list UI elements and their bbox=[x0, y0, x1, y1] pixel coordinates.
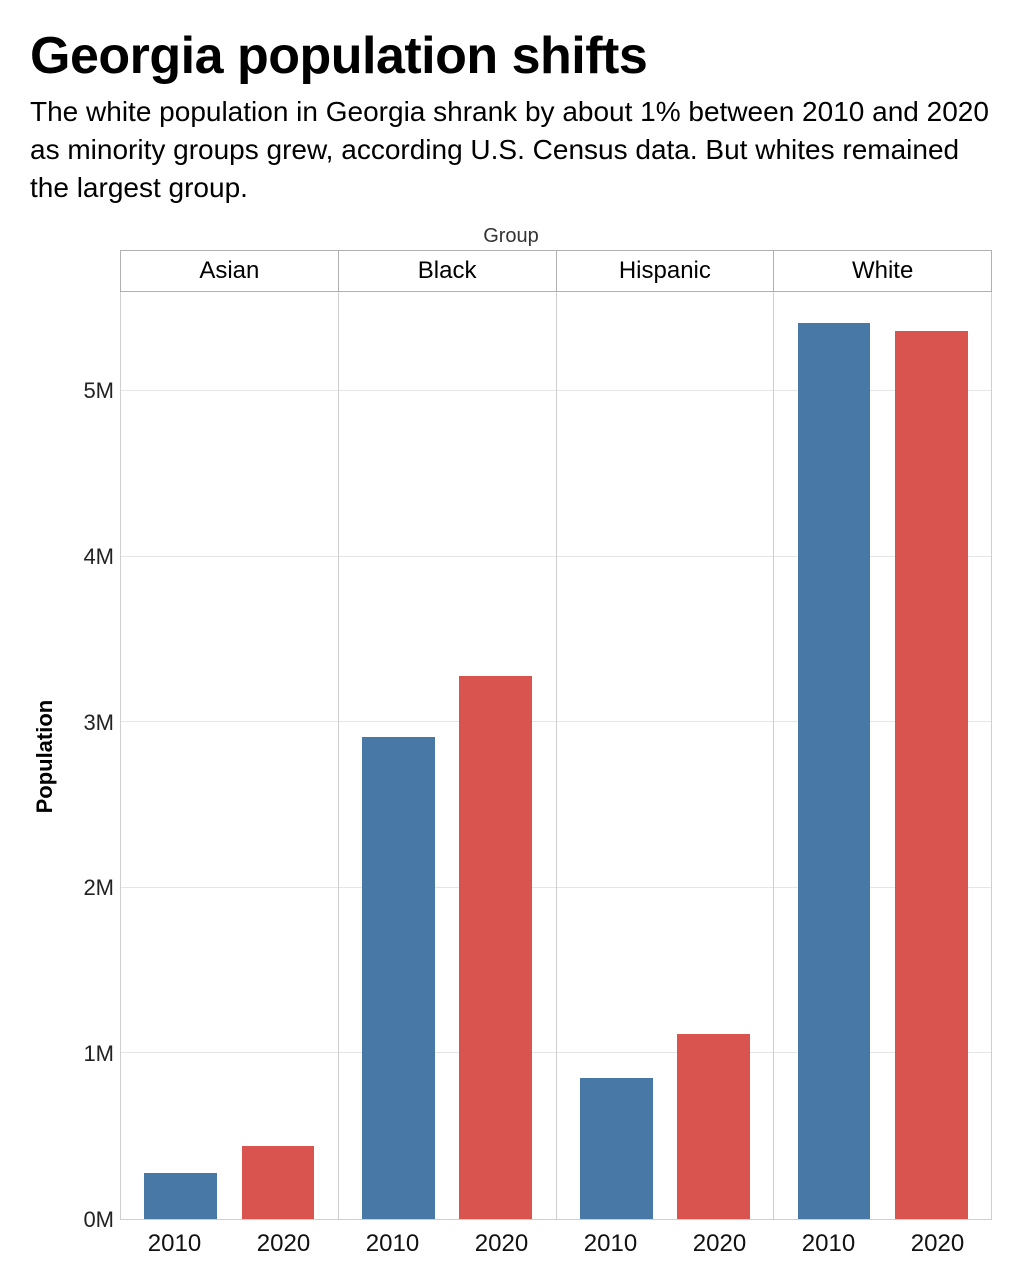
y-tick-label: 2M bbox=[83, 875, 114, 901]
bar bbox=[144, 1173, 217, 1219]
x-axis-panel: 20102020 bbox=[774, 1220, 992, 1258]
bar bbox=[242, 1146, 315, 1219]
y-axis-label: Population bbox=[30, 292, 60, 1220]
bar bbox=[798, 323, 871, 1219]
x-axis-panel: 20102020 bbox=[556, 1220, 774, 1258]
x-tick-label: 2020 bbox=[447, 1220, 556, 1258]
bars bbox=[774, 292, 991, 1219]
facet-header: White bbox=[773, 250, 992, 292]
y-tick-label: 4M bbox=[83, 544, 114, 570]
x-tick-label: 2010 bbox=[774, 1220, 883, 1258]
facet-panel bbox=[121, 292, 339, 1219]
chart-subtitle: The white population in Georgia shrank b… bbox=[30, 93, 992, 206]
facet-panel bbox=[339, 292, 557, 1219]
facet-panel bbox=[774, 292, 992, 1219]
y-tick-label: 1M bbox=[83, 1041, 114, 1067]
x-tick-label: 2010 bbox=[338, 1220, 447, 1258]
bars bbox=[339, 292, 556, 1219]
bar bbox=[362, 737, 435, 1219]
y-axis-ticks: 0M1M2M3M4M5M bbox=[60, 292, 120, 1220]
facet-header: Hispanic bbox=[556, 250, 774, 292]
x-axis-panel: 20102020 bbox=[120, 1220, 338, 1258]
x-tick-label: 2020 bbox=[665, 1220, 774, 1258]
facet-panel bbox=[557, 292, 775, 1219]
bar bbox=[459, 676, 532, 1219]
bars bbox=[121, 292, 338, 1219]
chart-area: Group AsianBlackHispanicWhite Population… bbox=[30, 225, 992, 1258]
chart-title: Georgia population shifts bbox=[30, 28, 992, 85]
bar bbox=[895, 331, 968, 1219]
page: Georgia population shifts The white popu… bbox=[0, 0, 1022, 1278]
x-axis-panel: 20102020 bbox=[338, 1220, 556, 1258]
plot-row: Population 0M1M2M3M4M5M bbox=[30, 292, 992, 1220]
group-axis-label: Group bbox=[30, 225, 992, 248]
x-tick-label: 2020 bbox=[883, 1220, 992, 1258]
y-tick-label: 0M bbox=[83, 1207, 114, 1233]
y-tick-label: 3M bbox=[83, 710, 114, 736]
x-tick-label: 2010 bbox=[556, 1220, 665, 1258]
bar bbox=[580, 1078, 653, 1219]
x-axis-row: 20102020201020202010202020102020 bbox=[120, 1220, 992, 1258]
facet-header: Asian bbox=[120, 250, 338, 292]
x-tick-label: 2020 bbox=[229, 1220, 338, 1258]
facet-header: Black bbox=[338, 250, 556, 292]
panels bbox=[120, 292, 992, 1220]
facet-header-row: AsianBlackHispanicWhite bbox=[120, 250, 992, 292]
bars bbox=[557, 292, 774, 1219]
bar bbox=[677, 1034, 750, 1219]
y-tick-label: 5M bbox=[83, 378, 114, 404]
x-tick-label: 2010 bbox=[120, 1220, 229, 1258]
